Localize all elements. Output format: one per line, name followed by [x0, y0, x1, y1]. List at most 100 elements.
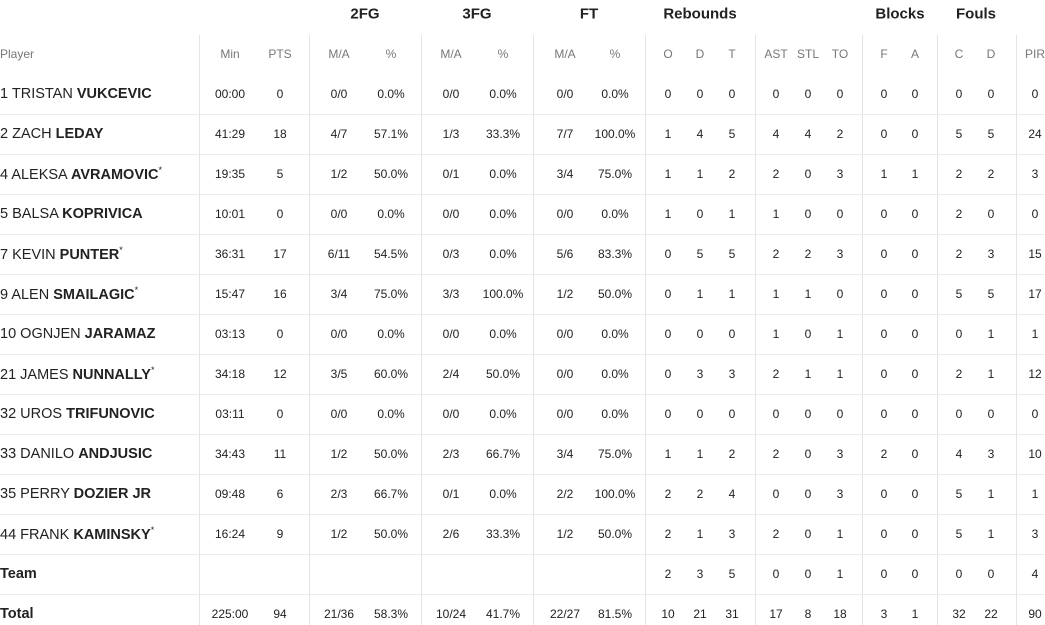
stat-cell: 0 [911, 367, 919, 381]
row-separator [0, 194, 1045, 195]
player-first-name: FRANK [20, 526, 70, 543]
stat-cell: 0 [987, 207, 995, 221]
stat-cell: 1 [836, 527, 844, 541]
stat-cell: 6/11 [327, 247, 351, 261]
stat-cell: 7/7 [556, 127, 574, 141]
starter-mark: * [150, 365, 155, 376]
stat-cell: 0 [1031, 207, 1039, 221]
stat-cell: 18 [833, 607, 847, 621]
row-separator [0, 394, 1045, 395]
stat-cell: 33.3% [485, 527, 521, 541]
player-last-name: TRIFUNOVIC [66, 406, 155, 422]
stat-cell: 00:00 [214, 87, 246, 101]
stat-cell: 0.0% [377, 327, 405, 341]
stat-cell: 1 [696, 527, 704, 541]
starter-mark: * [134, 285, 139, 296]
stat-cell: 0 [276, 87, 284, 101]
stat-cell: 1 [836, 327, 844, 341]
stat-cell: 1 [772, 327, 780, 341]
group-header: 2FG [350, 5, 380, 23]
stat-cell: 4 [955, 447, 963, 461]
column-separator [645, 35, 646, 625]
stat-cell: 1 [911, 167, 919, 181]
stat-cell: 2 [804, 247, 812, 261]
stat-cell: 0 [728, 327, 736, 341]
stat-cell: 36:31 [214, 247, 246, 261]
stat-cell: 0.0% [489, 167, 517, 181]
stat-cell: 100.0% [594, 127, 636, 141]
player-name: 9 ALEN SMAILAGIC* [0, 285, 138, 303]
player-first-name: UROS [20, 406, 63, 422]
stat-cell: 0 [880, 127, 888, 141]
player-first-name: JAMES [20, 366, 69, 383]
stat-cell: 0 [664, 87, 672, 101]
stat-cell: 0 [987, 407, 995, 421]
stat-cell: 81.5% [597, 607, 633, 621]
stat-cell: 0.0% [489, 327, 517, 341]
stat-cell: 1 [911, 607, 919, 621]
stat-cell: 12 [1028, 367, 1042, 381]
stat-cell: 1 [772, 287, 780, 301]
player-number: 21 [0, 366, 17, 383]
stat-cell: 0 [955, 327, 963, 341]
stat-cell: 0/0 [442, 407, 460, 421]
stat-cell: 4 [728, 487, 736, 501]
player-name: 32 UROS TRIFUNOVIC [0, 406, 155, 422]
stat-cell: 0/0 [556, 207, 574, 221]
stat-cell: 0/1 [442, 487, 460, 501]
player-number: 9 [0, 286, 9, 303]
stat-cell: 0.0% [601, 207, 629, 221]
stat-cell: 3 [880, 607, 888, 621]
stat-cell: 09:48 [214, 487, 246, 501]
stat-cell: 1 [880, 167, 888, 181]
row-separator [0, 234, 1045, 235]
stat-cell: 5 [955, 287, 963, 301]
stat-cell: 16:24 [214, 527, 246, 541]
stat-cell: 3/4 [330, 287, 348, 301]
stat-cell: 1/2 [330, 447, 348, 461]
stat-cell: 0 [804, 167, 812, 181]
row-separator [0, 514, 1045, 515]
stat-cell: 5 [696, 247, 704, 261]
row-separator [0, 434, 1045, 435]
player-last-name: VUKCEVIC [76, 86, 152, 102]
total-label: Team [0, 566, 37, 582]
stat-cell: 0.0% [489, 487, 517, 501]
column-header: A [910, 47, 920, 61]
column-separator [755, 35, 756, 625]
stat-cell: 1 [1031, 487, 1039, 501]
stat-cell: 0 [880, 487, 888, 501]
player-name: 35 PERRY DOZIER JR [0, 486, 151, 502]
stat-cell: 2/4 [442, 367, 460, 381]
stat-cell: 34:18 [214, 367, 246, 381]
stat-cell: 5 [987, 287, 995, 301]
stat-cell: 50.0% [373, 167, 409, 181]
player-last-name: KOPRIVICA [62, 206, 143, 222]
column-header: % [385, 47, 397, 61]
player-last-name: LEDAY [55, 126, 104, 142]
stat-cell: 5 [728, 567, 736, 581]
column-header: M/A [554, 47, 576, 61]
stat-cell: 0 [880, 287, 888, 301]
stat-cell: 60.0% [373, 367, 409, 381]
group-header: 3FG [462, 5, 492, 23]
stat-cell: 3/5 [330, 367, 348, 381]
stat-cell: 0 [664, 327, 672, 341]
stat-cell: 0 [276, 207, 284, 221]
stat-cell: 0 [664, 287, 672, 301]
stat-cell: 2 [664, 527, 672, 541]
stat-cell: 1/2 [330, 527, 348, 541]
stat-cell: 0 [728, 407, 736, 421]
column-header: O [663, 47, 673, 61]
player-name: 21 JAMES NUNNALLY* [0, 365, 154, 383]
stat-cell: 3/4 [556, 167, 574, 181]
stat-cell: 225:00 [211, 607, 249, 621]
stat-cell: 0 [987, 567, 995, 581]
stat-cell: 0/3 [442, 247, 460, 261]
starter-mark: * [150, 525, 155, 536]
stat-cell: 0 [836, 287, 844, 301]
stat-cell: 18 [273, 127, 287, 141]
stat-cell: 2 [836, 127, 844, 141]
player-number: 1 [0, 86, 9, 102]
stat-cell: 0/0 [556, 87, 574, 101]
